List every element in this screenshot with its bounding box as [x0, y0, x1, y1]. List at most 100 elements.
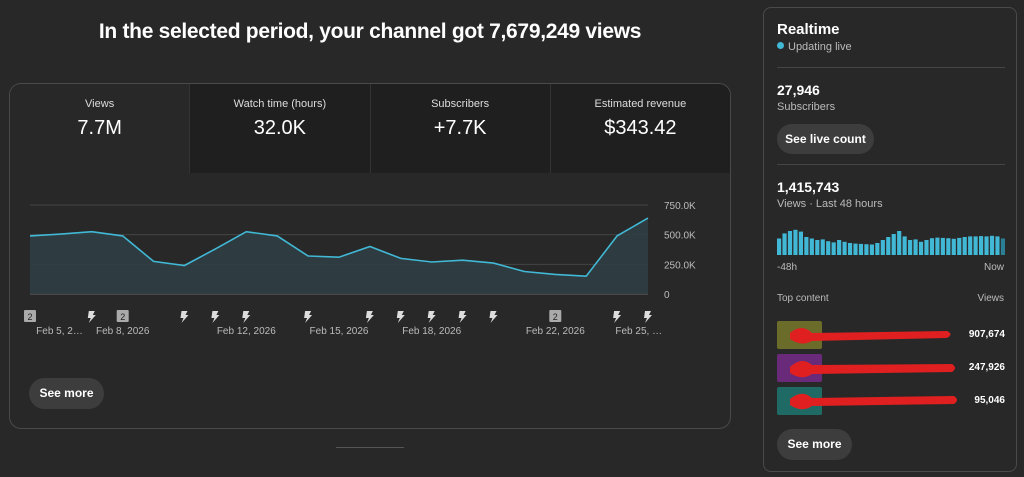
realtime-bar [929, 238, 935, 255]
realtime-bar [815, 240, 820, 255]
y-tick-label: 750.0K [664, 201, 696, 212]
see-live-count-button[interactable]: See live count [777, 124, 874, 154]
tab-label: Subscribers [431, 98, 490, 110]
top-content-views-header: Views [977, 293, 1005, 304]
realtime-bar [984, 236, 989, 255]
live-status-text: Updating live [788, 41, 852, 53]
realtime-bar [951, 238, 956, 255]
upload-count-label: 2 [27, 312, 32, 322]
shorts-icon [242, 311, 251, 323]
realtime-bar [886, 237, 891, 255]
metric-tabs: Views 7.7M Watch time (hours) 32.0K Subs… [10, 84, 730, 173]
y-tick-label: 250.0K [664, 260, 696, 271]
x-tick-label: Feb 22, 2026 [526, 326, 585, 337]
tab-views[interactable]: Views 7.7M [10, 84, 190, 173]
tab-label: Estimated revenue [594, 98, 687, 110]
realtime-bar [864, 244, 869, 255]
views-line [29, 217, 649, 278]
tab-value: 7.7M [77, 117, 122, 139]
realtime-bar [968, 236, 973, 255]
shorts-icon [644, 311, 652, 323]
views-chart: 750.0K 500.0K 250.0K 0 2 2 2 Feb 5, 2… Feb 8, 20… [24, 201, 696, 337]
x-tick-label: Feb 18, 2026 [402, 326, 461, 337]
realtime-bar [940, 237, 945, 255]
realtime-bar [798, 231, 803, 255]
realtime-bar [777, 238, 782, 255]
realtime-bar [891, 234, 896, 255]
live-dot-icon [777, 42, 784, 49]
redaction-scribble [790, 360, 955, 378]
realtime-bar [804, 237, 809, 255]
realtime-subscribers-label: Subscribers [777, 101, 836, 113]
realtime-bar [989, 235, 995, 255]
realtime-bar [793, 229, 798, 255]
upload-count-label: 2 [120, 312, 125, 322]
see-more-button[interactable]: See more [29, 378, 104, 409]
divider [777, 67, 1005, 68]
upload-count-badge [116, 310, 129, 322]
tab-label: Views [85, 98, 115, 110]
realtime-bar [853, 243, 858, 255]
realtime-bar [946, 238, 951, 255]
shorts-icon [211, 311, 220, 323]
realtime-bar [897, 231, 902, 255]
top-content-views: 907,674 [968, 329, 1005, 340]
bars-axis-start: -48h [777, 262, 798, 273]
top-content-item[interactable]: 95,046 [777, 387, 1005, 417]
shorts-icon [458, 311, 467, 323]
shorts-icon [427, 311, 436, 323]
x-tick-label: Feb 25, … [615, 326, 662, 337]
realtime-bar [973, 236, 978, 255]
tab-label: Watch time (hours) [233, 98, 327, 110]
shorts-icon [304, 311, 313, 323]
realtime-bar [858, 243, 864, 255]
realtime-bar [842, 241, 847, 255]
metrics-card: Views 7.7M Watch time (hours) 32.0K Subs… [9, 83, 731, 429]
shorts-icon [87, 311, 96, 323]
tab-value: $343.42 [604, 117, 677, 139]
redaction-scribble [790, 393, 957, 410]
top-content-views: 95,046 [974, 395, 1005, 406]
realtime-title: Realtime [777, 21, 840, 38]
top-content-views: 247,926 [968, 362, 1005, 373]
realtime-see-more-button[interactable]: See more [777, 429, 852, 460]
realtime-bar [918, 241, 924, 255]
x-tick-label: Feb 15, 2026 [310, 326, 369, 337]
tab-estimated-revenue[interactable]: Estimated revenue $343.42 [549, 84, 730, 173]
realtime-subscribers-value: 27,946 [777, 82, 820, 98]
realtime-views-bars [777, 229, 1005, 255]
bars-axis-end: Now [983, 262, 1004, 273]
realtime-bar [908, 240, 913, 255]
shorts-icon [396, 311, 405, 323]
realtime-bar [957, 237, 962, 255]
upload-count-label: 2 [553, 312, 558, 322]
realtime-bar [826, 241, 831, 255]
realtime-bar [924, 240, 929, 255]
upload-count-badge [549, 310, 562, 322]
top-content-item[interactable]: 247,926 [777, 354, 1005, 384]
top-content-item[interactable]: 907,674 [777, 321, 1005, 351]
realtime-bar [820, 239, 825, 255]
tab-watch-time[interactable]: Watch time (hours) 32.0K [189, 84, 370, 173]
realtime-panel: Realtime Updating live 27,946 Subscriber… [763, 7, 1017, 472]
realtime-bar [837, 240, 842, 255]
realtime-bar [787, 231, 793, 255]
x-tick-label: Feb 5, 2… [36, 326, 83, 337]
live-status: Updating live [777, 41, 852, 53]
realtime-bar [782, 233, 787, 255]
realtime-bar [913, 239, 918, 255]
realtime-bar [875, 243, 880, 255]
y-tick-label: 0 [664, 290, 670, 301]
tab-subscribers[interactable]: Subscribers +7.7K [369, 84, 550, 173]
shorts-icon [180, 311, 189, 323]
realtime-bar [902, 236, 907, 255]
divider [777, 164, 1005, 165]
tab-value: 32.0K [253, 117, 306, 139]
realtime-bar [995, 236, 1000, 255]
realtime-bar [962, 237, 967, 255]
x-tick-label: Feb 12, 2026 [217, 326, 276, 337]
x-tick-label: Feb 8, 2026 [96, 326, 150, 337]
top-content-label: Top content [777, 293, 829, 304]
realtime-bar [935, 237, 940, 255]
realtime-bar [880, 240, 885, 255]
